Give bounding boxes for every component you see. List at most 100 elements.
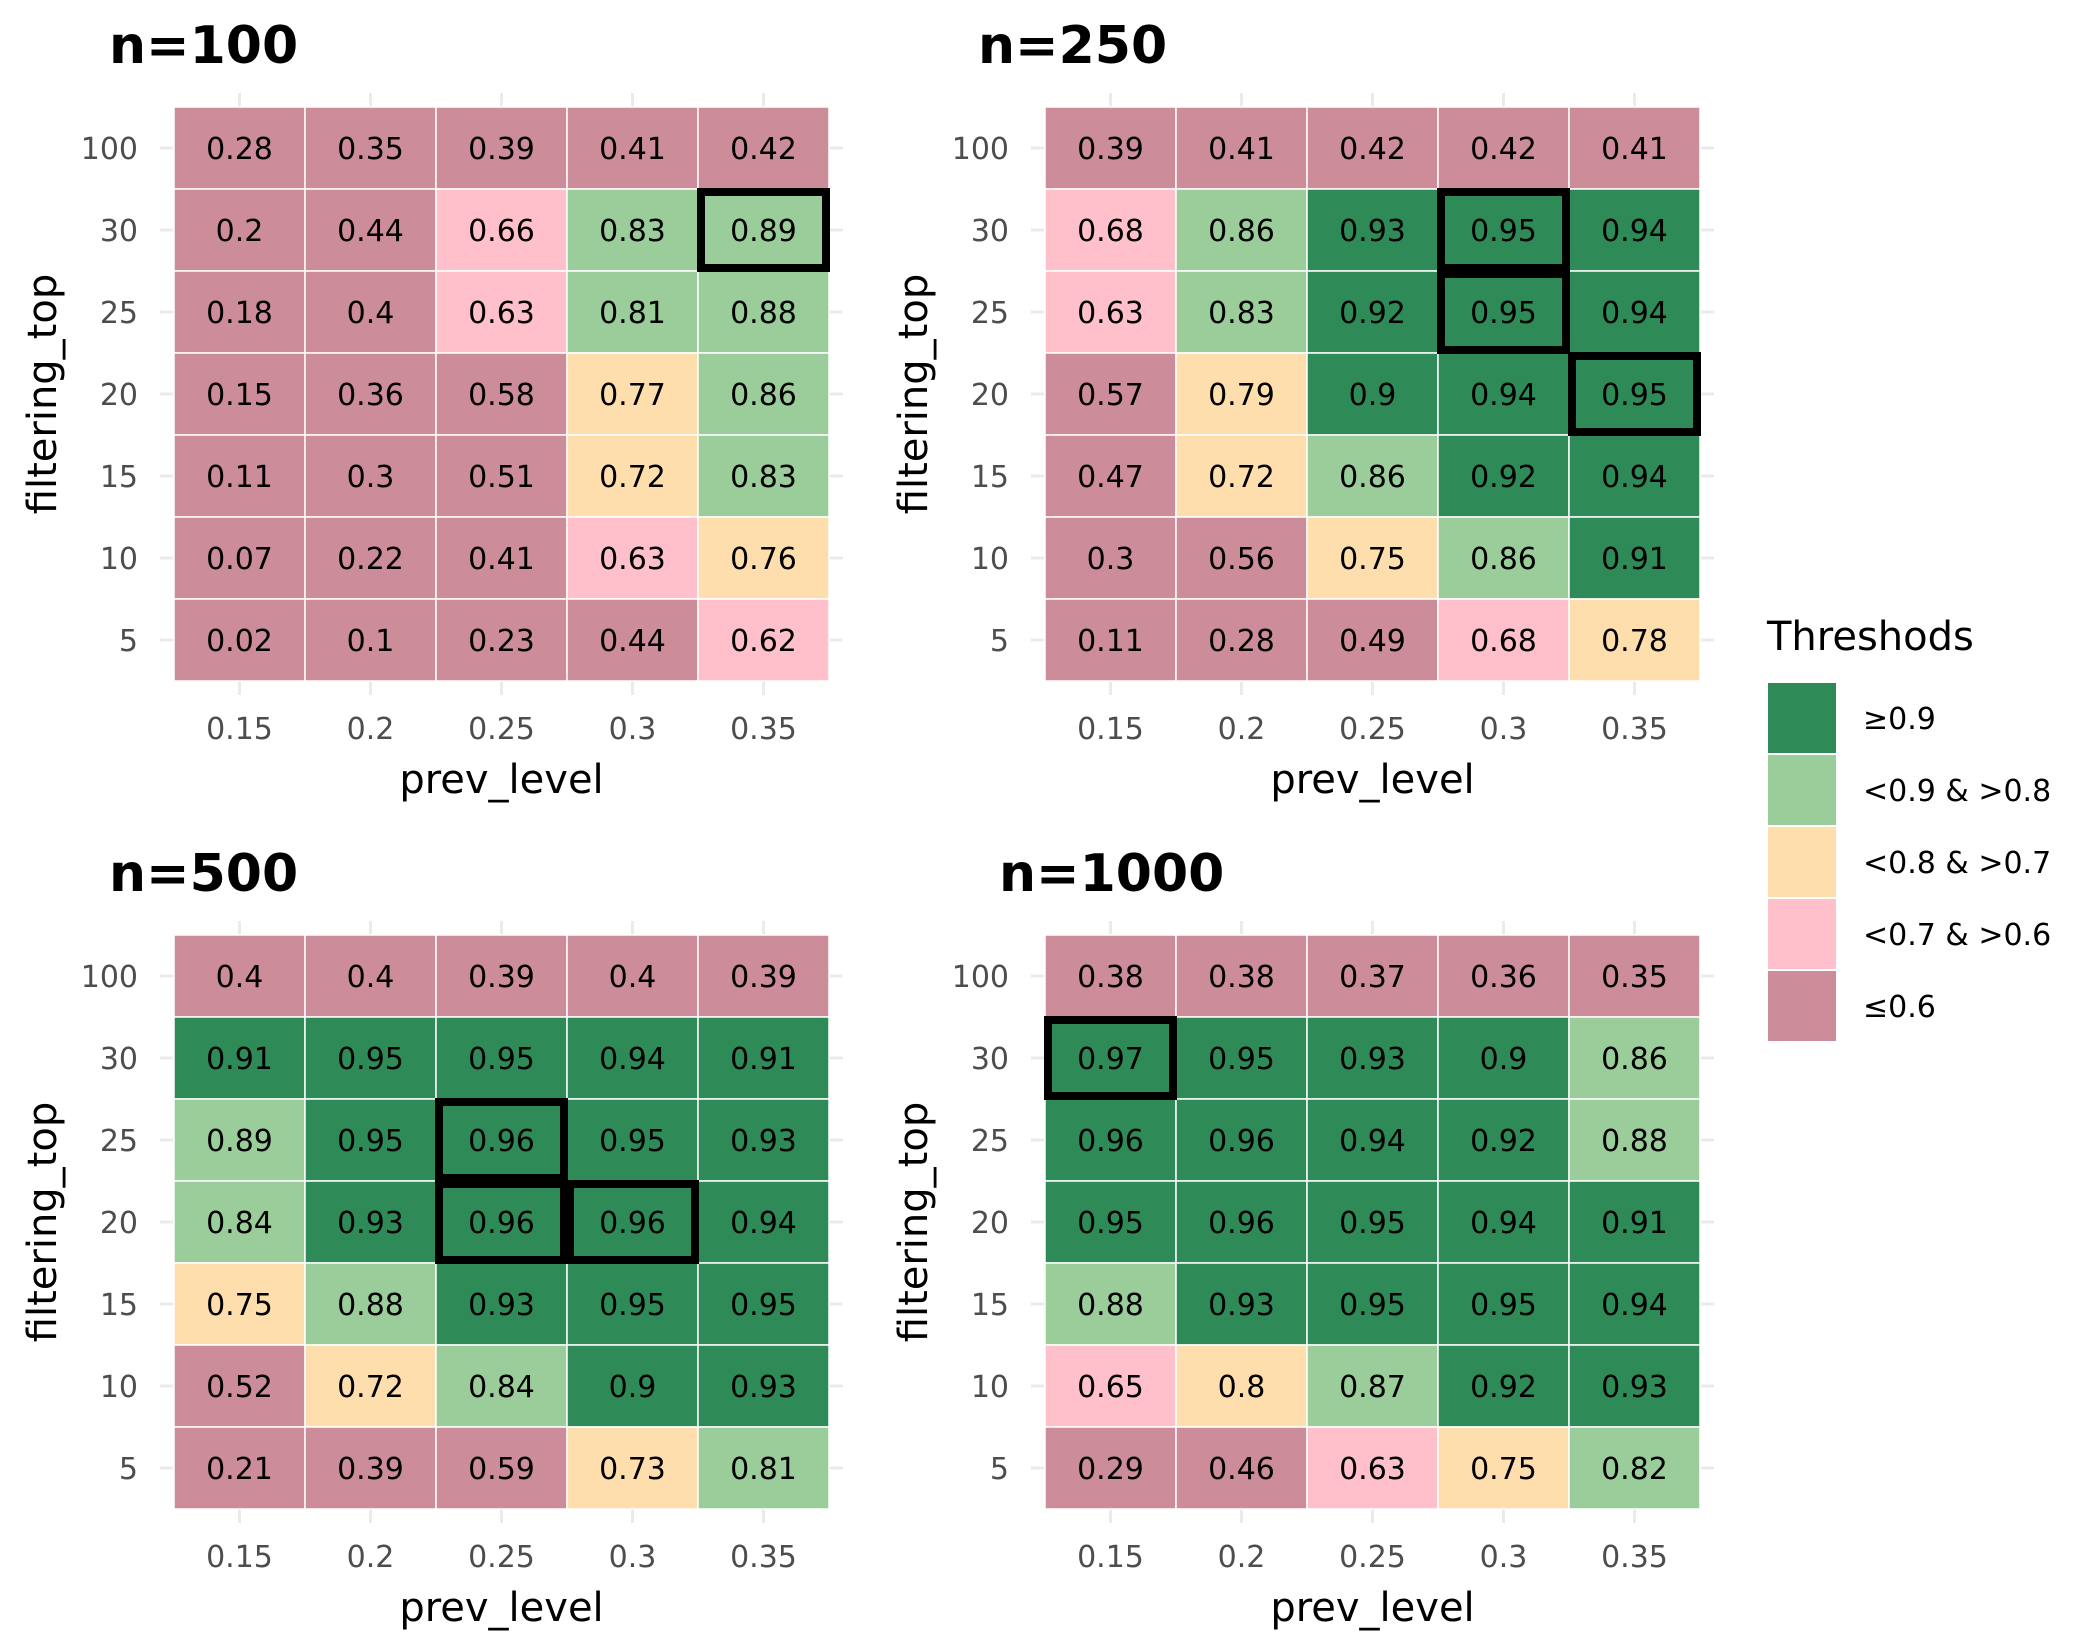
cell-value-label: 0.95 [337, 1124, 404, 1159]
heatmap-cell [173, 1016, 306, 1100]
heatmap-cell [173, 352, 306, 436]
cell-value-label: 0.95 [1470, 296, 1537, 331]
heatmap-cell [435, 934, 568, 1018]
cell-value-label: 0.35 [337, 132, 404, 167]
cell-value-label: 0.83 [1208, 296, 1275, 331]
cell-value-label: 0.88 [730, 296, 797, 331]
cell-value-label: 0.63 [1339, 1452, 1406, 1487]
cell-value-label: 0.4 [347, 296, 395, 331]
cell-value-label: 0.1 [347, 624, 395, 659]
highlight-box [697, 188, 830, 272]
heatmap-cell [1175, 270, 1308, 354]
heatmap-cell [566, 1180, 699, 1264]
y-axis-title: filtering_top [891, 274, 937, 514]
cell-value-label: 0.92 [1470, 460, 1537, 495]
y-tick-label: 20 [971, 1206, 1009, 1241]
x-axis-title: prev_level [1270, 1585, 1474, 1631]
cell-value-label: 0.86 [730, 378, 797, 413]
heatmap-cell [697, 1262, 830, 1346]
x-tick-label: 0.3 [1480, 1540, 1528, 1575]
heatmap-cell [1568, 270, 1701, 354]
heatmap-cell [304, 352, 437, 436]
heatmap-cell [435, 598, 568, 682]
y-tick-label: 10 [971, 542, 1009, 577]
cell-value-label: 0.52 [206, 1370, 273, 1405]
heatmap-cell [1044, 106, 1177, 190]
heatmap-cell [1044, 1426, 1177, 1510]
cell-value-label: 0.92 [1339, 296, 1406, 331]
cell-value-label: 0.75 [206, 1288, 273, 1323]
x-tick-label: 0.15 [1077, 1540, 1144, 1575]
cell-value-label: 0.91 [730, 1042, 797, 1077]
legend-swatch [1766, 897, 1838, 971]
x-tick-label: 0.2 [1218, 1540, 1266, 1575]
cell-value-label: 0.39 [468, 132, 535, 167]
cell-value-label: 0.9 [1480, 1042, 1528, 1077]
cell-value-label: 0.84 [206, 1206, 273, 1241]
cell-value-label: 0.97 [1077, 1042, 1144, 1077]
heatmap-cell [1568, 1180, 1701, 1264]
heatmap-cell [1044, 1098, 1177, 1182]
cell-value-label: 0.49 [1339, 624, 1406, 659]
heatmap-cell [1175, 188, 1308, 272]
y-axis-title: filtering_top [20, 274, 66, 514]
heatmap-cell [304, 270, 437, 354]
cell-value-label: 0.11 [206, 460, 273, 495]
cell-value-label: 0.94 [1601, 460, 1668, 495]
heatmap-cell [1437, 270, 1570, 354]
cell-value-label: 0.77 [599, 378, 666, 413]
cell-value-label: 0.92 [1470, 1124, 1537, 1159]
cell-value-label: 0.3 [1087, 542, 1135, 577]
y-tick-label: 10 [100, 542, 138, 577]
cell-value-label: 0.94 [599, 1042, 666, 1077]
x-tick-label: 0.3 [609, 712, 657, 747]
legend: Threshods ≥0.9 <0.9 & >0.8 <0.8 & >0.7 <0.7 … [1766, 614, 2051, 1043]
heatmap-cell [1568, 598, 1701, 682]
cell-value-label: 0.36 [337, 378, 404, 413]
heatmap-cell [1568, 352, 1701, 436]
legend-label: ≥0.9 [1863, 702, 1936, 737]
cell-value-label: 0.91 [1601, 542, 1668, 577]
cell-value-label: 0.44 [337, 214, 404, 249]
legend-label: <0.7 & >0.6 [1863, 918, 2051, 953]
x-tick-label: 0.2 [347, 712, 395, 747]
heatmap-cell [1175, 1344, 1308, 1428]
heatmap-cell [697, 434, 830, 518]
cell-value-label: 0.22 [337, 542, 404, 577]
heatmap-cell [173, 934, 306, 1018]
cell-value-label: 0.46 [1208, 1452, 1275, 1487]
cell-value-label: 0.96 [599, 1206, 666, 1241]
heatmap-cell [173, 1262, 306, 1346]
y-tick-label: 5 [990, 1452, 1009, 1487]
panel-title: n=100 [109, 16, 298, 76]
cell-value-label: 0.65 [1077, 1370, 1144, 1405]
heatmap-cell [1175, 1098, 1308, 1182]
cell-value-label: 0.96 [468, 1206, 535, 1241]
heatmap-cell [1044, 1016, 1177, 1100]
heatmap-cell [1306, 598, 1439, 682]
heatmap-cell [435, 1344, 568, 1428]
cell-value-label: 0.39 [337, 1452, 404, 1487]
cell-value-label: 0.28 [1208, 624, 1275, 659]
cell-value-label: 0.11 [1077, 624, 1144, 659]
legend-swatch [1766, 681, 1838, 755]
heatmap-cell [1306, 1426, 1439, 1510]
cell-value-label: 0.93 [1339, 214, 1406, 249]
y-tick-label: 15 [100, 1288, 138, 1323]
cell-value-label: 0.39 [730, 960, 797, 995]
cell-value-label: 0.96 [1208, 1206, 1275, 1241]
cell-value-label: 0.9 [609, 1370, 657, 1405]
cell-value-label: 0.89 [730, 214, 797, 249]
heatmap-cell [1568, 1098, 1701, 1182]
y-tick-label: 30 [971, 214, 1009, 249]
cell-value-label: 0.42 [1470, 132, 1537, 167]
heatmap-cell [1568, 434, 1701, 518]
cell-value-label: 0.84 [468, 1370, 535, 1405]
cell-value-label: 0.21 [206, 1452, 273, 1487]
y-tick-label: 5 [119, 624, 138, 659]
heatmap-cell [1437, 598, 1570, 682]
heatmap-cell [1306, 934, 1439, 1018]
heatmap-cell [697, 1426, 830, 1510]
y-tick-label: 20 [100, 378, 138, 413]
x-tick-label: 0.25 [1339, 712, 1406, 747]
